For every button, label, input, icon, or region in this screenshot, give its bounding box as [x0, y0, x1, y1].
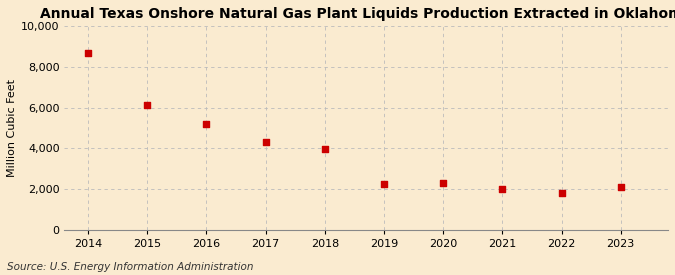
Point [261, 140, 271, 144]
Title: Annual Texas Onshore Natural Gas Plant Liquids Production Extracted in Oklahoma: Annual Texas Onshore Natural Gas Plant L… [40, 7, 675, 21]
Point [379, 182, 389, 186]
Point [616, 185, 626, 189]
Point [83, 51, 94, 55]
Point [556, 190, 567, 195]
Point [142, 102, 153, 107]
Point [497, 187, 508, 192]
Point [319, 147, 330, 152]
Y-axis label: Million Cubic Feet: Million Cubic Feet [7, 79, 17, 177]
Text: Source: U.S. Energy Information Administration: Source: U.S. Energy Information Administ… [7, 262, 253, 272]
Point [201, 122, 212, 126]
Point [438, 181, 449, 185]
